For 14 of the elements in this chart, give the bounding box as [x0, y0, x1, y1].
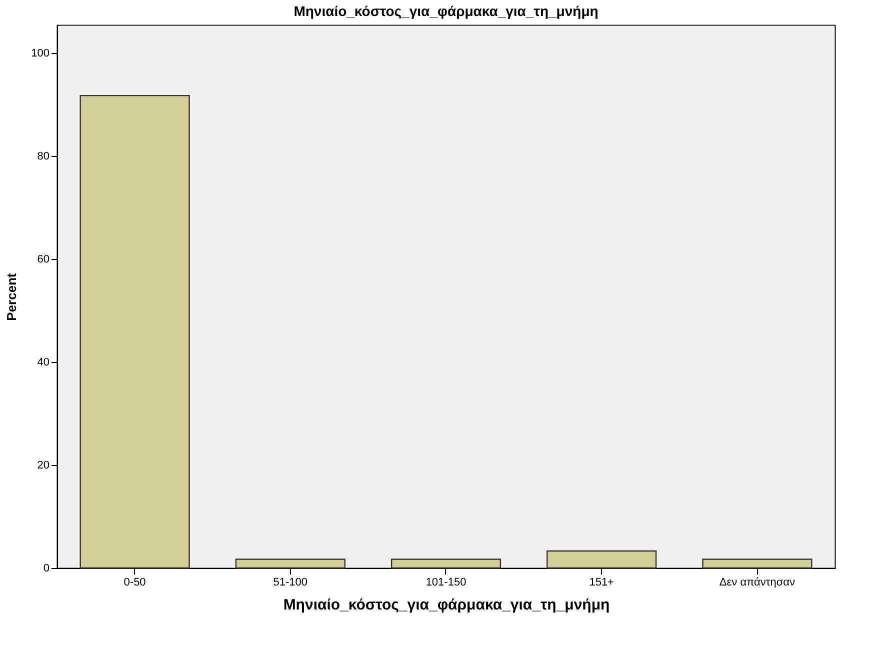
x-tick-label: 0-50	[124, 576, 146, 588]
x-tick-label: 101-150	[426, 576, 466, 588]
x-tick-label: Δεν απάντησαν	[719, 576, 796, 588]
x-tick-label: 51-100	[273, 576, 308, 588]
x-axis-title: Μηνιαίο_κόστος_για_φάρμακα_για_τη_μνήμη	[283, 596, 610, 614]
y-tick-label: 20	[37, 459, 50, 472]
y-tick-label: 60	[37, 253, 50, 266]
chart-title: Μηνιαίο_κόστος_για_φάρμακα_για_τη_μνήμη	[294, 3, 598, 19]
y-tick-label: 100	[31, 47, 50, 60]
y-tick-label: 40	[37, 356, 50, 368]
x-tick-label: 151+	[589, 576, 614, 588]
y-axis-title: Percent	[4, 272, 20, 321]
y-tick-label: 0	[43, 562, 50, 574]
y-tick-label: 80	[37, 150, 50, 162]
